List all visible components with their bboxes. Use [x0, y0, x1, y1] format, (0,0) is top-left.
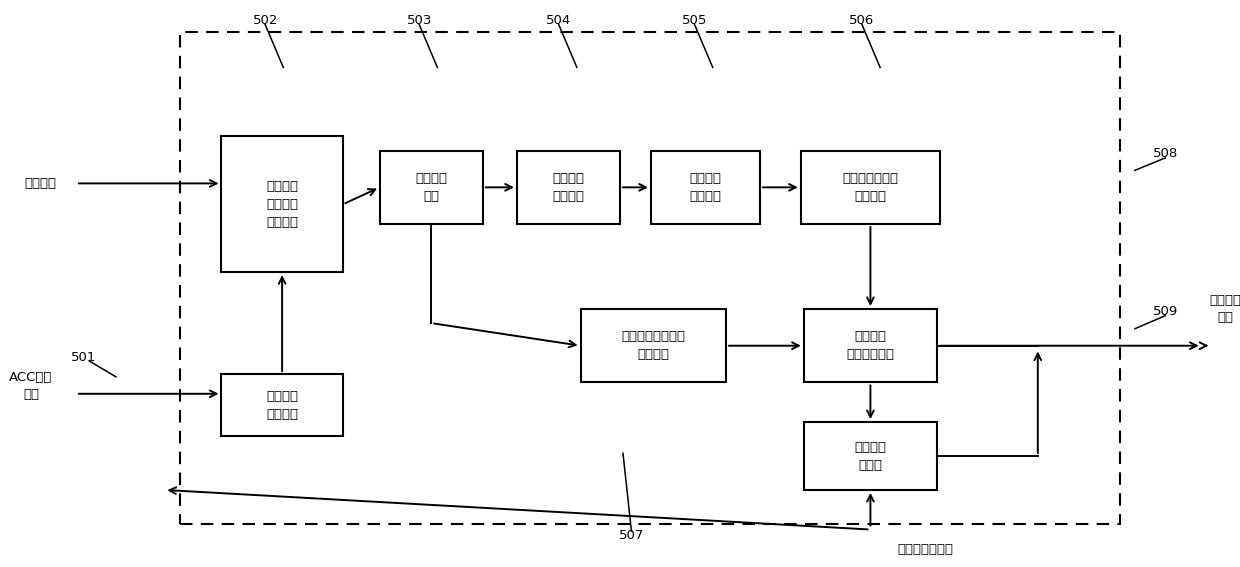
- Text: 车速记录
模块: 车速记录 模块: [415, 172, 448, 203]
- Text: 驾驶倾向
系数: 驾驶倾向 系数: [1210, 294, 1240, 324]
- Text: 驾驶倾向
系数计算
工作开关: 驾驶倾向 系数计算 工作开关: [267, 180, 298, 229]
- Text: 驾驶员身份信息: 驾驶员身份信息: [897, 543, 954, 556]
- Text: 502: 502: [253, 14, 278, 27]
- Text: 503: 503: [407, 14, 432, 27]
- Bar: [222, 137, 342, 272]
- Text: 509: 509: [1152, 305, 1178, 318]
- Bar: [804, 309, 937, 383]
- Text: 504: 504: [546, 14, 572, 27]
- Text: 驾驶倾向
数据库: 驾驶倾向 数据库: [854, 441, 887, 472]
- Text: 自车车速: 自车车速: [25, 177, 57, 190]
- Text: 501: 501: [71, 350, 95, 363]
- Text: 工作模式
确定模块: 工作模式 确定模块: [267, 390, 298, 421]
- Text: 驾驶冲击度标准差
计算模块: 驾驶冲击度标准差 计算模块: [621, 330, 686, 361]
- Text: 特征参数
计算模块: 特征参数 计算模块: [552, 172, 584, 203]
- Text: 驾驶冲击度均值
确定模块: 驾驶冲击度均值 确定模块: [842, 172, 899, 203]
- Text: 505: 505: [682, 14, 707, 27]
- Bar: [801, 151, 940, 224]
- Bar: [580, 309, 727, 383]
- Bar: [804, 422, 937, 490]
- Bar: [517, 151, 620, 224]
- Text: 508: 508: [1152, 147, 1178, 160]
- Text: 行驶工况
识别模块: 行驶工况 识别模块: [689, 172, 722, 203]
- Bar: [379, 151, 482, 224]
- Text: 驾驶倾向
系数计算模块: 驾驶倾向 系数计算模块: [847, 330, 894, 361]
- Text: 507: 507: [619, 528, 644, 541]
- Bar: [651, 151, 760, 224]
- Text: 506: 506: [849, 14, 874, 27]
- Text: ACC是否
开启: ACC是否 开启: [10, 371, 53, 401]
- Bar: [222, 374, 342, 436]
- Bar: [180, 32, 1120, 524]
